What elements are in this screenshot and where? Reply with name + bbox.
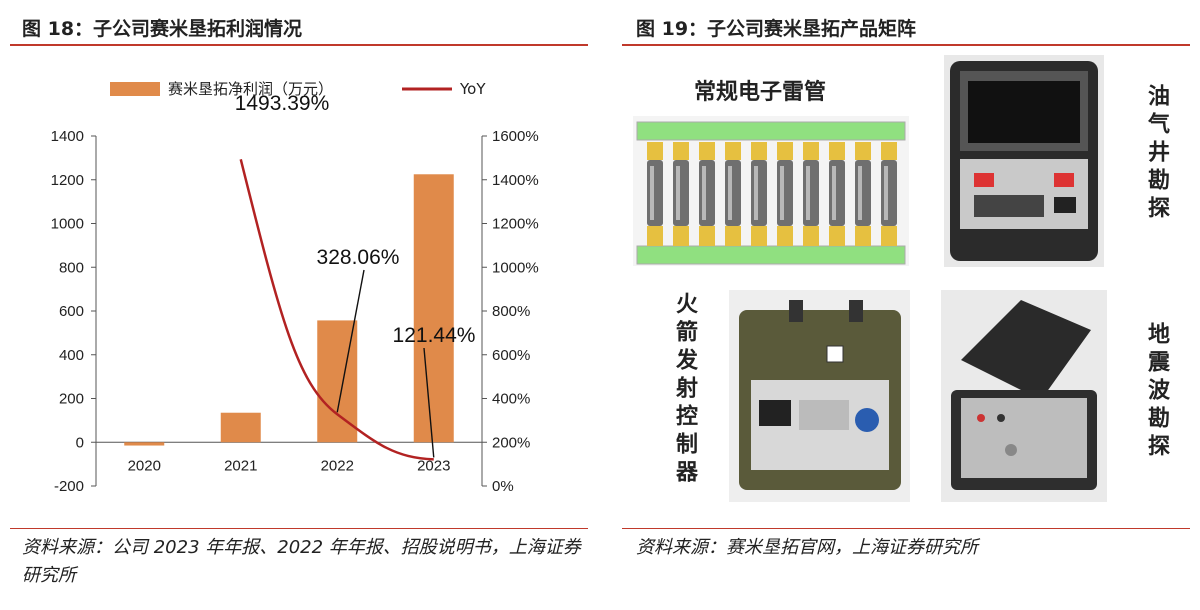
detonator-body [699,160,715,226]
detonator-body [829,160,845,226]
left-tick-label: 0 [76,434,84,451]
left-tick-label: 1000 [51,216,84,233]
detonator-top-cap [673,142,689,160]
detonator-highlight [884,166,888,220]
label-oil-gas: 油气井勘探 [1144,84,1169,224]
category-label: 2020 [128,457,161,474]
label-rocket: 火箭发射控制器 [672,292,697,488]
detonator-bottom-cap [803,226,819,246]
detonator-body [751,160,767,226]
detonator-body [881,160,897,226]
detonator-bottom-cap [881,226,897,246]
detonator-top-cap [777,142,793,160]
detonator-bottom-cap [751,226,767,246]
detonator-highlight [728,166,732,220]
label-detonator: 常规电子雷管 [694,80,827,105]
detonator-body [803,160,819,226]
bar-2021 [220,412,261,443]
right-tick-label: 600% [492,347,530,364]
left-tick-label: 400 [59,347,84,364]
right-tick-label: 200% [492,434,530,451]
right-tick-label: 800% [492,303,530,320]
detonator-highlight [676,166,680,220]
detonator-top-cap [881,142,897,160]
right-tick-label: 1000% [492,259,539,276]
legend-bar-label: 赛米垦拓净利润（万元） [168,80,333,98]
detonator-highlight [858,166,862,220]
detonator-body [725,160,741,226]
right-tick-label: 1200% [492,216,539,233]
left-panel-title: 图 18：子公司赛米垦拓利润情况 [22,18,303,40]
detonator-bottom-cap [777,226,793,246]
right-source-rule [622,528,1190,529]
left-title-rule [10,44,588,46]
chart-legend: 赛米垦拓净利润（万元） YoY [110,80,486,98]
detonator-highlight [754,166,758,220]
right-tick-label: 1600% [492,128,539,145]
category-label: 2021 [224,457,257,474]
rocket-controller-image [729,290,910,502]
detonator-body [855,160,871,226]
right-tick-label: 1400% [492,172,539,189]
right-panel-title: 图 19：子公司赛米垦拓产品矩阵 [636,18,917,40]
detonator-highlight [650,166,654,220]
annotation-2021: 1493.39% [235,92,330,115]
right-source: 资料来源：赛米垦拓官网，上海证券研究所 [636,537,978,558]
detonator-bottom-cap [725,226,741,246]
right-title-rule [622,44,1190,46]
oil-gas-device-image [944,55,1104,267]
seismic-device-illustration [951,300,1097,490]
left-tick-label: -200 [54,478,84,495]
detonator-body [647,160,663,226]
detonator-bottom-cap [855,226,871,246]
annotation-leader-2023 [423,347,435,458]
oil-gas-device-illustration [950,61,1098,261]
detonator-bottom-cap [647,226,663,246]
detonator-illustration [633,116,909,266]
left-source-rule [10,528,588,529]
bar-2020 [124,442,165,446]
right-tick-label: 0% [492,478,514,495]
rocket-controller-illustration [739,300,901,490]
left-tick-label: 200 [59,391,84,408]
detonator-top-cap [699,142,715,160]
left-tick-label: 1400 [51,128,84,145]
left-source: 资料来源：公司 2023 年年报、2022 年年报、招股说明书，上海证券研究所 [22,537,581,586]
detonator-body [673,160,689,226]
right-tick-label: 400% [492,391,530,408]
annotation-2022: 328.06% [317,246,400,269]
detonator-bottom-cap [673,226,689,246]
category-label: 2023 [417,457,450,474]
detonator-top-cap [725,142,741,160]
profit-chart: 赛米垦拓净利润（万元） YoY -200 0 200 400 600 800 1000 120… [51,80,539,495]
bar-2023 [413,174,454,443]
left-tick-label: 1200 [51,172,84,189]
detonator-top-cap [855,142,871,160]
detonator-bottom-cap [699,226,715,246]
seismic-device-image [941,290,1107,502]
legend-line-label: YoY [459,80,486,98]
detonator-top-cap [751,142,767,160]
annotation-2023: 121.44% [393,324,476,347]
detonator-top-cap [647,142,663,160]
legend-bar-swatch [110,82,160,96]
detonator-highlight [780,166,784,220]
detonator-top-cap [803,142,819,160]
detonator-highlight [806,166,810,220]
left-tick-label: 600 [59,303,84,320]
detonator-image [633,116,909,266]
detonator-bottom-cap [829,226,845,246]
category-label: 2022 [321,457,354,474]
detonator-highlight [832,166,836,220]
detonator-top-cap [829,142,845,160]
annotation-leader-2022 [336,269,365,413]
yoy-line [239,159,434,461]
detonator-body [777,160,793,226]
detonator-highlight [702,166,706,220]
left-tick-label: 800 [59,259,84,276]
label-seismic: 地震波勘探 [1144,322,1169,462]
